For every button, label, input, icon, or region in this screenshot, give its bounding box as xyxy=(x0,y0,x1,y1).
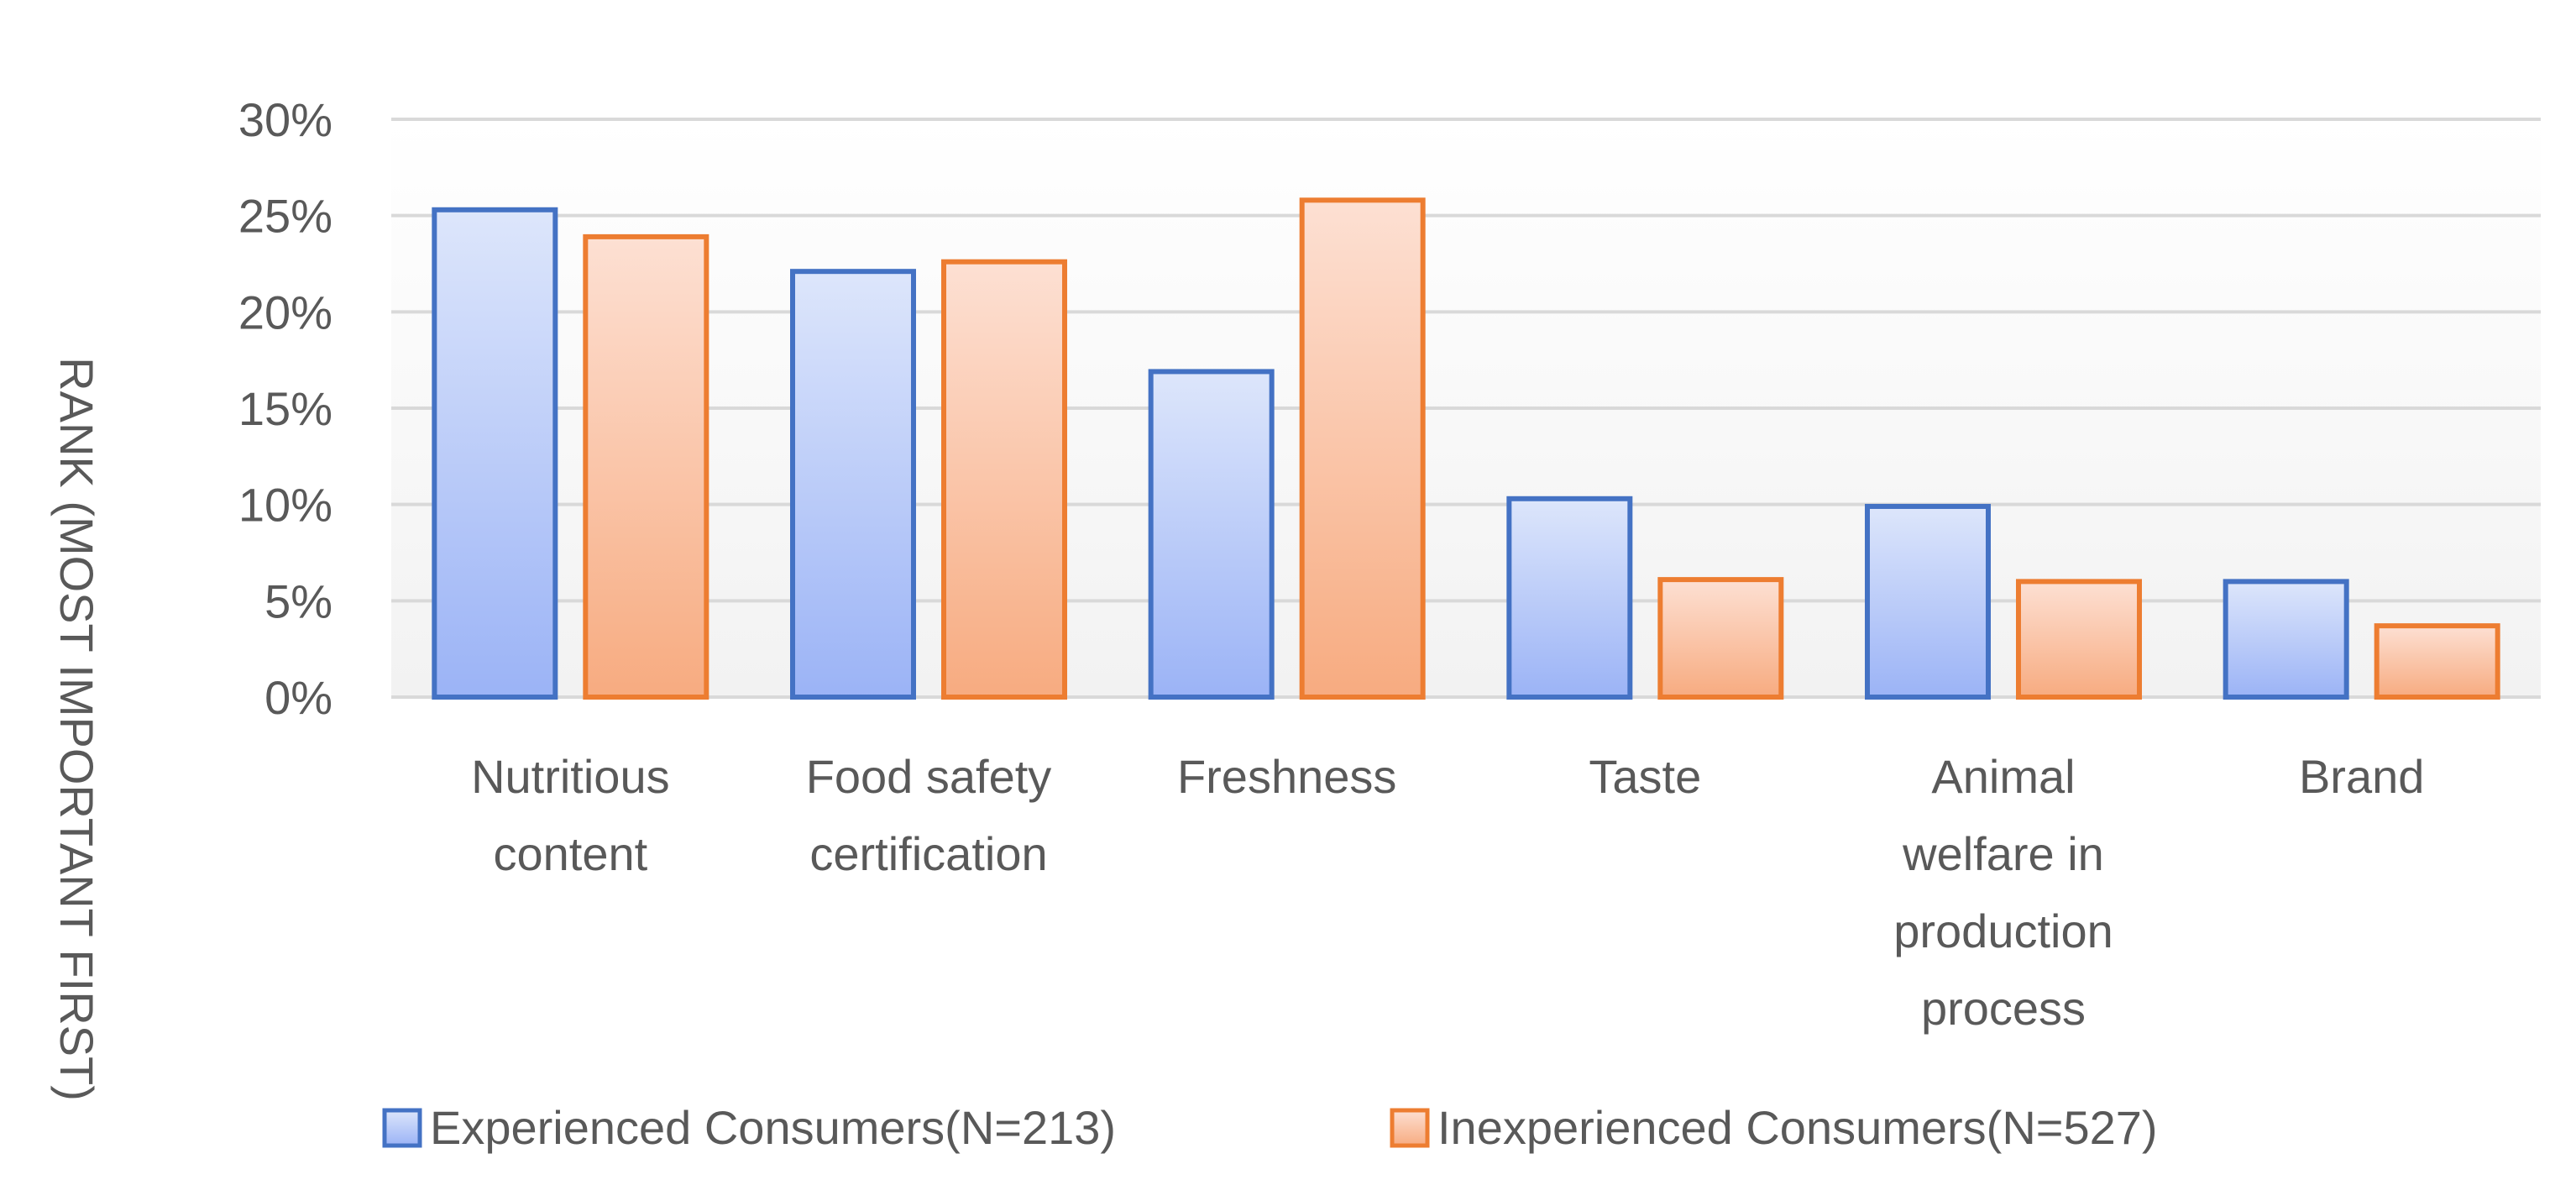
legend: Experienced Consumers(N=213) Inexperience… xyxy=(382,1101,2158,1154)
legend-swatch-0 xyxy=(382,1108,422,1148)
y-tick-label: 15% xyxy=(238,382,332,435)
bar-inexperienced-3 xyxy=(1657,577,1784,700)
y-tick-label: 0% xyxy=(264,671,332,724)
bar-inexperienced-0 xyxy=(583,233,709,700)
x-tick-label: Nutritious content xyxy=(471,750,670,880)
bar-experienced-1 xyxy=(790,269,916,700)
y-axis-label: RANK (MOST IMPORTANT FIRST) xyxy=(50,357,103,1101)
y-tick-label: 10% xyxy=(238,479,332,532)
grid-lines xyxy=(391,118,2541,699)
legend-label-1: Inexperienced Consumers(N=527) xyxy=(1437,1101,2158,1154)
x-axis-labels: Nutritious content Food safety certificatio… xyxy=(471,750,2424,1035)
bar-inexperienced-5 xyxy=(2374,623,2500,700)
x-tick-label: Freshness xyxy=(1177,750,1396,803)
bars xyxy=(432,197,2500,700)
bar-experienced-3 xyxy=(1506,496,1633,700)
y-tick-label: 5% xyxy=(264,574,332,627)
x-tick-label: Brand xyxy=(2299,750,2424,803)
x-tick-label: Food safety certification xyxy=(806,750,1052,880)
bar-experienced-2 xyxy=(1148,369,1275,700)
bar-experienced-5 xyxy=(2223,579,2349,700)
bar-inexperienced-1 xyxy=(941,259,1067,700)
y-axis-ticks: 0% 5% 10% 15% 20% 25% 30% xyxy=(238,93,332,724)
y-tick-label: 30% xyxy=(238,93,332,146)
bar-experienced-0 xyxy=(432,207,558,700)
y-tick-label: 20% xyxy=(238,286,332,338)
y-tick-label: 25% xyxy=(238,190,332,243)
x-tick-label: Animal welfare in production process xyxy=(1893,750,2113,1035)
bar-inexperienced-4 xyxy=(2016,579,2142,700)
legend-swatch-1 xyxy=(1390,1108,1430,1148)
bar-inexperienced-2 xyxy=(1299,197,1426,700)
legend-label-0: Experienced Consumers(N=213) xyxy=(430,1101,1116,1154)
x-tick-label: Taste xyxy=(1589,750,1701,803)
bar-experienced-4 xyxy=(1865,503,1991,700)
